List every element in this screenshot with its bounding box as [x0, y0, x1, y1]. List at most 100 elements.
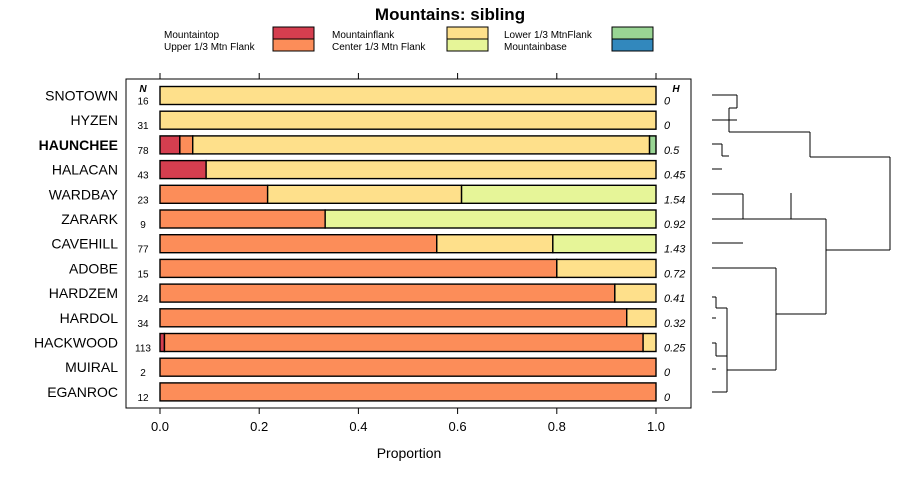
- bar-segment-mountainflank: [642, 332, 657, 353]
- row-h: 1.43: [664, 244, 686, 256]
- legend-label-center-1-3-mtn-flank: Center 1/3 Mtn Flank: [332, 42, 426, 53]
- row-h: 0.25: [664, 343, 686, 355]
- bar-segment-upper-1-3-mtn-flank: [159, 258, 558, 279]
- row-snotown: SNOTOWN 16 0: [45, 85, 671, 108]
- row-label: HAUNCHEE: [39, 137, 118, 153]
- row-label: HALACAN: [52, 162, 118, 178]
- row-hardol: HARDOL 34 0.32: [60, 308, 685, 330]
- bar-segment-center-1-3-mtn-flank: [324, 209, 657, 229]
- legend-swatch-mountainflank: [446, 26, 489, 40]
- x-tick-label: 0.4: [349, 419, 367, 434]
- x-tick-label: 0.0: [151, 419, 169, 434]
- bar-segment-upper-1-3-mtn-flank: [159, 357, 657, 377]
- row-h: 0: [664, 96, 671, 108]
- legend-swatch-center-1-3-mtn-flank: [446, 38, 489, 52]
- bar-segment-upper-1-3-mtn-flank: [179, 135, 194, 155]
- row-label: ADOBE: [69, 260, 118, 276]
- row-h: 0.92: [664, 219, 685, 231]
- row-h: 0.45: [664, 170, 686, 182]
- row-hyzen: HYZEN 31 0: [71, 110, 671, 132]
- row-h: 0.5: [664, 145, 680, 157]
- legend-label-lower-1-3-mtnflank: Lower 1/3 MtnFlank: [504, 30, 593, 41]
- row-label: MUIRAL: [65, 359, 118, 375]
- h-header: H: [672, 84, 680, 95]
- row-n: 9: [140, 220, 146, 231]
- bar-segment-mountaintop: [159, 159, 207, 180]
- bar-segment-mountainflank: [266, 184, 463, 205]
- dendrogram: [712, 94, 891, 393]
- row-muiral: MUIRAL 2 0: [65, 357, 671, 379]
- bar-segment-mountainflank: [159, 85, 657, 106]
- row-n: 24: [137, 294, 149, 305]
- bar-segment-mountainflank: [436, 233, 554, 254]
- row-n: 15: [137, 269, 149, 280]
- x-tick-label: 1.0: [647, 419, 665, 434]
- bar-segment-upper-1-3-mtn-flank: [159, 209, 326, 229]
- row-wardbay: WARDBAY 23 1.54: [49, 184, 685, 206]
- panel-frame: [125, 78, 692, 409]
- bar-segment-center-1-3-mtn-flank: [460, 184, 657, 205]
- row-adobe: ADOBE 15 0.72: [69, 258, 685, 280]
- row-label: HACKWOOD: [34, 335, 118, 351]
- row-n: 23: [137, 195, 149, 206]
- row-label: WARDBAY: [49, 186, 119, 202]
- row-zarark: ZARARK 9 0.92: [61, 209, 685, 231]
- row-h: 0: [664, 367, 671, 379]
- bar-segment-upper-1-3-mtn-flank: [159, 233, 438, 254]
- row-label: HARDZEM: [49, 285, 118, 301]
- bar-segment-center-1-3-mtn-flank: [552, 233, 657, 254]
- row-eganroc: EGANROC 12 0: [47, 382, 671, 404]
- bar-segment-mountainflank: [556, 258, 657, 279]
- bar-segment-mountainflank: [626, 308, 657, 328]
- row-hardzem: HARDZEM 24 0.41: [49, 283, 685, 305]
- n-header: N: [139, 84, 147, 95]
- bar-segment-mountaintop: [159, 135, 181, 155]
- legend-label-mountaintop: Mountaintop: [164, 30, 219, 41]
- row-n: 2: [140, 368, 146, 379]
- row-h: 1.54: [664, 194, 685, 206]
- legend-swatch-mountainbase: [611, 38, 654, 52]
- bar-segment-mountainflank: [159, 110, 657, 130]
- row-hackwood: HACKWOOD 113 0.25: [34, 332, 686, 355]
- x-axis-label: Proportion: [377, 445, 442, 461]
- x-axis: 0.0 0.2 0.4 0.6 0.8 1.0: [151, 73, 665, 434]
- row-label: SNOTOWN: [45, 88, 118, 104]
- row-haunchee: HAUNCHEE 78 0.5: [39, 135, 680, 157]
- legend-swatch-lower-1-3-mtnflank: [611, 26, 654, 40]
- bar-segment-upper-1-3-mtn-flank: [159, 184, 269, 205]
- row-n: 78: [137, 146, 149, 157]
- bar-segment-upper-1-3-mtn-flank: [159, 283, 616, 303]
- legend-label-upper-1-3-mtn-flank: Upper 1/3 Mtn Flank: [164, 42, 256, 53]
- row-n: 12: [137, 393, 149, 404]
- x-tick-label: 0.6: [449, 419, 467, 434]
- legend-swatch-mountaintop: [272, 26, 315, 40]
- bar-rows: SNOTOWN 16 0 HYZEN 31 0 HAUNCHEE 78 0.5 HALACAN 43…: [34, 85, 686, 404]
- bar-segment-lower-1-3-mtnflank: [648, 135, 657, 155]
- x-tick-label: 0.8: [548, 419, 566, 434]
- row-h: 0.32: [664, 318, 685, 330]
- row-n: 16: [137, 97, 149, 108]
- bar-segment-mountainflank: [205, 159, 657, 180]
- bar-segment-mountainflank: [192, 135, 651, 155]
- row-h: 0.72: [664, 268, 685, 280]
- row-n: 31: [137, 121, 149, 132]
- bar-segment-upper-1-3-mtn-flank: [159, 382, 657, 402]
- row-label: ZARARK: [61, 211, 118, 227]
- chart-title: Mountains: sibling: [375, 5, 525, 24]
- row-n: 77: [137, 245, 149, 256]
- row-cavehill: CAVEHILL 77 1.43: [51, 233, 686, 256]
- bar-segment-upper-1-3-mtn-flank: [163, 332, 644, 353]
- row-h: 0: [664, 120, 671, 132]
- row-h: 0.41: [664, 293, 685, 305]
- legend-swatch-upper-1-3-mtn-flank: [272, 38, 315, 52]
- row-label: EGANROC: [47, 384, 118, 400]
- row-n: 43: [137, 171, 149, 182]
- row-h: 0: [664, 392, 671, 404]
- row-label: HYZEN: [71, 112, 118, 128]
- row-n: 34: [137, 319, 149, 330]
- bar-segment-mountainflank: [614, 283, 657, 303]
- row-halacan: HALACAN 43 0.45: [52, 159, 686, 182]
